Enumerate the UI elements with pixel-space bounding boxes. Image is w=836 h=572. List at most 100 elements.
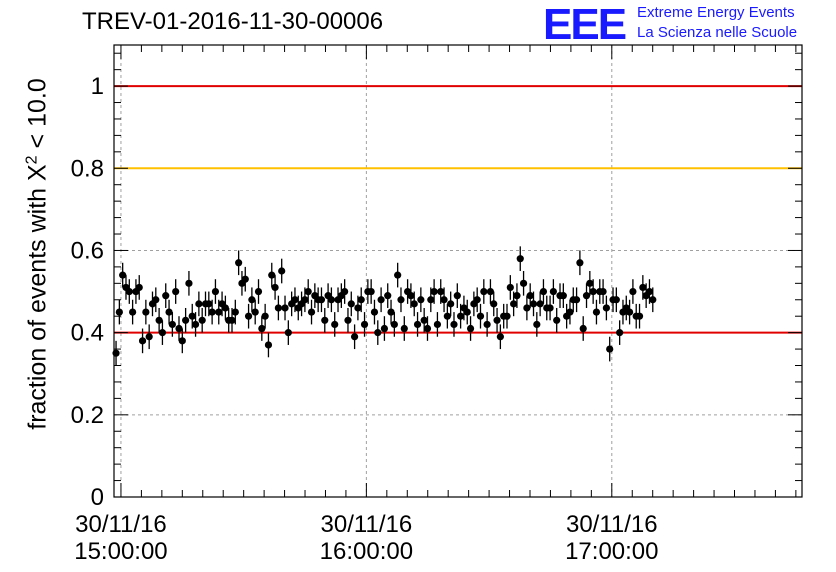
data-point [172, 279, 180, 304]
data-marker [241, 275, 249, 283]
data-marker [162, 292, 170, 300]
data-point [251, 299, 259, 325]
data-marker [549, 287, 557, 296]
data-marker [268, 271, 276, 279]
data-point [238, 271, 246, 296]
data-point [208, 299, 216, 325]
x-tick-date: 30/11/16 [75, 511, 167, 538]
data-marker [645, 287, 654, 296]
data-point [473, 287, 481, 313]
data-point [622, 295, 630, 321]
data-marker [228, 316, 236, 324]
y-tick-label: 1 [91, 73, 104, 100]
data-marker [592, 308, 601, 316]
data-point [519, 271, 528, 296]
data-marker [205, 300, 213, 308]
data-marker [384, 292, 392, 300]
data-point [493, 307, 501, 333]
y-tick-label: 0.2 [71, 402, 104, 429]
data-point [390, 312, 398, 337]
data-point [327, 287, 336, 313]
data-marker [516, 255, 524, 263]
data-point [119, 262, 127, 288]
data-point [195, 291, 203, 317]
data-marker [165, 308, 173, 316]
data-point [148, 291, 157, 317]
data-marker [566, 308, 574, 316]
data-marker [394, 271, 402, 279]
data-point [496, 324, 504, 350]
data-point [337, 283, 345, 308]
data-point [563, 303, 571, 329]
data-point [476, 303, 485, 329]
data-point [341, 279, 349, 304]
data-marker [254, 287, 263, 296]
data-marker [271, 283, 279, 292]
data-point [357, 287, 365, 313]
data-marker [390, 320, 398, 329]
data-point [546, 295, 554, 321]
data-marker [175, 324, 183, 333]
data-marker [440, 296, 448, 304]
data-point [599, 279, 607, 304]
data-point [142, 299, 150, 325]
data-point [158, 320, 167, 345]
data-marker [639, 283, 647, 292]
data-point [185, 271, 193, 296]
data-point [334, 287, 342, 313]
data-point [592, 299, 601, 325]
x-tick-date: 30/11/16 [566, 511, 658, 538]
data-marker [510, 300, 518, 308]
data-point [331, 312, 339, 337]
data-point [307, 299, 316, 325]
y-axis-label-prefix: fraction of events with [23, 181, 52, 430]
data-point [470, 291, 478, 317]
data-point [241, 266, 249, 292]
data-marker [208, 308, 216, 316]
data-point [490, 291, 498, 317]
data-point [549, 279, 557, 304]
data-marker [586, 279, 594, 287]
data-marker [533, 320, 541, 329]
data-marker [278, 267, 286, 275]
data-marker [168, 320, 176, 329]
data-marker [572, 296, 581, 304]
data-point [152, 287, 160, 313]
data-marker [463, 308, 471, 316]
data-point [413, 312, 422, 337]
data-point [360, 312, 369, 337]
data-point [404, 279, 412, 304]
data-marker [360, 320, 369, 329]
grid-lines [114, 45, 802, 497]
data-points [112, 246, 657, 366]
data-marker [258, 324, 266, 333]
data-point [443, 303, 451, 329]
data-marker [172, 287, 180, 296]
data-point [523, 295, 531, 321]
data-marker [317, 296, 326, 304]
data-point [145, 324, 153, 350]
y-tick-label: 0.8 [71, 155, 104, 182]
data-point [155, 307, 163, 333]
data-marker [606, 345, 614, 353]
data-point [165, 299, 173, 325]
data-point [616, 320, 624, 345]
data-point [122, 275, 130, 300]
data-point [625, 299, 634, 325]
y-tick-label: 0.4 [71, 320, 104, 347]
data-marker [344, 316, 352, 324]
data-marker [486, 287, 495, 296]
data-point [231, 299, 239, 325]
data-marker [221, 304, 229, 312]
data-point [566, 299, 574, 325]
data-marker [427, 296, 435, 304]
data-marker [350, 333, 359, 341]
data-point [261, 303, 269, 329]
data-point [453, 283, 461, 308]
data-marker [284, 329, 292, 337]
data-point [480, 279, 488, 304]
data-marker [589, 287, 597, 296]
data-marker [553, 316, 561, 324]
data-point [513, 283, 521, 308]
data-marker [129, 308, 137, 316]
